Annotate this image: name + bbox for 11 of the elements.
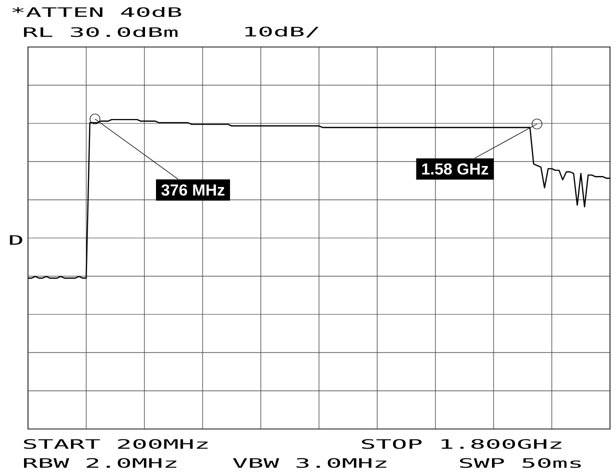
text: SWP 50ms: [460, 458, 581, 468]
annotation: 1.58 GHz: [422, 163, 488, 175]
text: STOP 1.800GHz: [362, 439, 562, 449]
annotation: 376 MHz: [161, 184, 224, 196]
text: START 200MHz: [24, 439, 208, 449]
text: RBW 2.0MHz: [24, 458, 176, 468]
text: VBW 3.0MHz: [232, 458, 386, 468]
text: 10dB/: [245, 26, 319, 38]
text: RL 30.0dBm: [24, 26, 178, 38]
text: *ATTEN 40dB: [12, 6, 182, 18]
text: D: [10, 235, 22, 245]
